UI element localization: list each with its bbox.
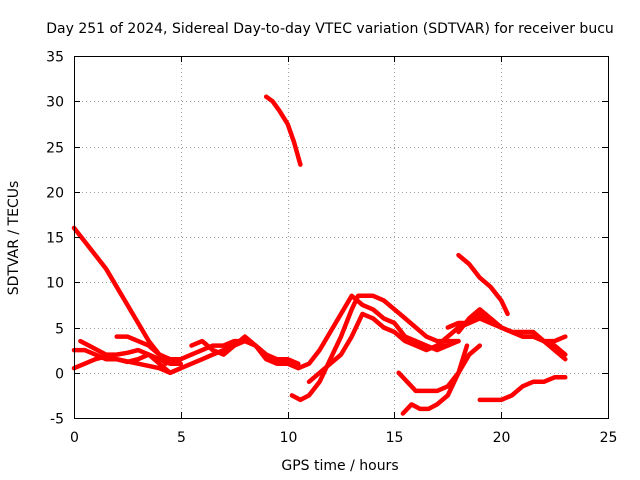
series-arc-19 (477, 375, 568, 403)
y-tick-label: 20 (46, 186, 64, 202)
x-axis-label: GPS time / hours (281, 458, 398, 474)
series-arc-13 (396, 343, 483, 394)
y-tick-label: 30 (46, 95, 64, 111)
series-arc-11 (306, 311, 461, 385)
x-tick-label: 20 (493, 430, 511, 446)
series-arc-12 (360, 293, 461, 344)
y-tick-label: 10 (46, 276, 64, 292)
axis-ticks: 0 5 10 15 20 25 -5 0 5 10 15 20 25 30 35 (46, 50, 617, 447)
series-arc-17 (456, 307, 568, 362)
series-arc-5 (114, 334, 184, 362)
y-tick-label: 5 (55, 322, 64, 338)
y-tick-label: 35 (46, 50, 64, 66)
y-tick-label: -5 (50, 412, 64, 428)
grid-lines (74, 56, 608, 418)
x-tick-label: 5 (177, 430, 186, 446)
series-arc-9 (285, 293, 451, 371)
series-arc-8 (263, 94, 303, 167)
chart-title: Day 251 of 2024, Sidereal Day-to-day VTE… (46, 21, 614, 37)
x-tick-label: 10 (280, 430, 298, 446)
y-tick-label: 25 (46, 141, 64, 157)
x-tick-label: 15 (386, 430, 404, 446)
x-tick-label: 0 (70, 430, 79, 446)
data-series (71, 94, 568, 416)
x-tick-label: 25 (600, 430, 618, 446)
series-arc-3 (71, 352, 184, 376)
series-arc-18 (456, 252, 510, 317)
series-arc-14 (400, 343, 470, 416)
series-arc-4 (78, 338, 184, 366)
series-arc-10 (289, 293, 367, 403)
y-tick-label: 15 (46, 231, 64, 247)
series-arc-7 (189, 334, 290, 366)
y-tick-label: 0 (55, 367, 64, 383)
y-axis-label: SDTVAR / TECUs (6, 181, 22, 296)
